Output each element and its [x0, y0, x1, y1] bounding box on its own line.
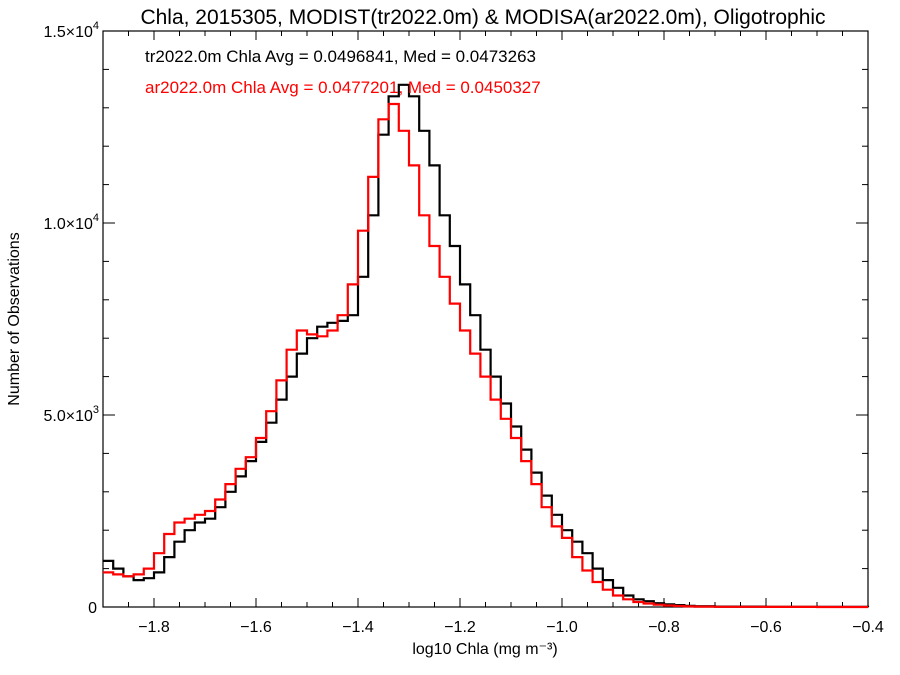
- x-tick-label: −0.8: [648, 619, 680, 636]
- y-tick-label: 5.0×103: [43, 404, 99, 425]
- y-axis: 0 5.0×103 1.0×104 1.5×104: [43, 20, 868, 617]
- series-line-1: [103, 102, 868, 609]
- annotation-red: ar2022.0m Chla Avg = 0.0477201, Med = 0.…: [145, 78, 541, 97]
- x-tick-label: −1.4: [342, 619, 374, 636]
- x-axis-label: log10 Chla (mg m⁻³): [412, 641, 557, 658]
- chart-title: Chla, 2015305, MODIST(tr2022.0m) & MODIS…: [140, 6, 825, 29]
- x-tick-label: −0.4: [852, 619, 884, 636]
- x-tick-label: −1.2: [444, 619, 476, 636]
- series-layer: [103, 83, 870, 609]
- y-tick-label: 1.0×104: [43, 212, 99, 233]
- x-axis: −1.8 −1.6 −1.4 −1.2 −1.0 −0.8 −0.6 −0.4: [128, 31, 884, 636]
- x-tick-label: −1.8: [138, 619, 170, 636]
- x-tick-label: −1.6: [240, 619, 272, 636]
- y-axis-label: Number of Observations: [6, 232, 23, 405]
- annotation-black: tr2022.0m Chla Avg = 0.0496841, Med = 0.…: [145, 47, 536, 66]
- series-line-0: [103, 83, 870, 608]
- x-tick-label: −0.6: [750, 619, 782, 636]
- x-tick-label: −1.0: [546, 619, 578, 636]
- y-tick-label: 1.5×104: [43, 20, 99, 41]
- plot-frame: [102, 30, 869, 608]
- y-tick-label: 0: [88, 600, 97, 617]
